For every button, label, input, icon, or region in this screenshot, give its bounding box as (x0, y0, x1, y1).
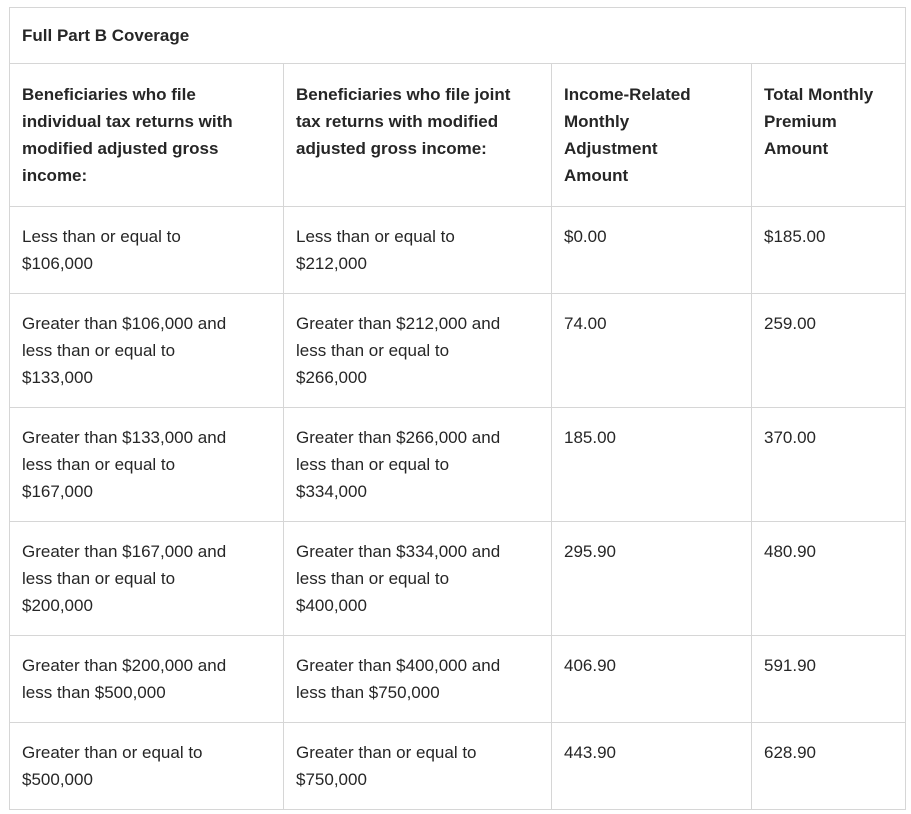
table-cell-individual-income: Greater than $106,000 and less than or e… (9, 293, 284, 408)
table-row: Greater than $133,000 and less than or e… (9, 407, 907, 522)
table-title: Full Part B Coverage (8, 7, 907, 64)
column-header-label: Income-Related Monthly Adjustment Amount (564, 85, 691, 185)
cell-text: 591.90 (764, 656, 816, 675)
table-cell-individual-income: Greater than or equal to $500,000 (9, 722, 284, 810)
cell-text: Greater than or equal to $750,000 (296, 743, 477, 789)
table-row: Greater than $106,000 and less than or e… (9, 293, 907, 408)
table-cell-individual-income: Greater than $167,000 and less than or e… (9, 521, 284, 636)
cell-text: Greater than $266,000 and less than or e… (296, 428, 501, 501)
part-b-coverage-table: Full Part B Coverage Beneficiaries who f… (8, 7, 907, 810)
table-cell-premium-amount: 591.90 (750, 635, 907, 723)
cell-text: 406.90 (564, 656, 616, 675)
table-cell-adjustment-amount: 406.90 (551, 635, 752, 723)
column-header-joint-returns: Beneficiaries who file joint tax returns… (283, 63, 552, 207)
column-header-irmaa: Income-Related Monthly Adjustment Amount (551, 63, 752, 207)
cell-text: Greater than $106,000 and less than or e… (22, 314, 227, 387)
cell-text: Greater than $133,000 and less than or e… (22, 428, 227, 501)
cell-text: $0.00 (564, 227, 607, 246)
table-cell-individual-income: Less than or equal to $106,000 (9, 206, 284, 294)
table-row: Greater than or equal to $500,000 Greate… (9, 722, 907, 810)
table-cell-joint-income: Greater than $334,000 and less than or e… (283, 521, 552, 636)
table-cell-individual-income: Greater than $133,000 and less than or e… (9, 407, 284, 522)
table-cell-joint-income: Greater than $266,000 and less than or e… (283, 407, 552, 522)
cell-text: 480.90 (764, 542, 816, 561)
table-cell-adjustment-amount: $0.00 (551, 206, 752, 294)
cell-text: 74.00 (564, 314, 607, 333)
cell-text: 295.90 (564, 542, 616, 561)
table-cell-joint-income: Greater than $212,000 and less than or e… (283, 293, 552, 408)
table-cell-premium-amount: 370.00 (750, 407, 907, 522)
table-title-row: Full Part B Coverage (8, 7, 907, 64)
cell-text: Less than or equal to $212,000 (296, 227, 455, 273)
cell-text: 443.90 (564, 743, 616, 762)
table-cell-adjustment-amount: 74.00 (551, 293, 752, 408)
cell-text: Greater than $212,000 and less than or e… (296, 314, 501, 387)
table-row: Greater than $167,000 and less than or e… (9, 521, 907, 636)
column-header-individual-returns: Beneficiaries who file individual tax re… (9, 63, 284, 207)
table-cell-adjustment-amount: 185.00 (551, 407, 752, 522)
table-row: Less than or equal to $106,000 Less than… (9, 206, 907, 294)
table-row: Greater than $200,000 and less than $500… (9, 635, 907, 723)
cell-text: 370.00 (764, 428, 816, 447)
table-cell-premium-amount: $185.00 (750, 206, 907, 294)
column-header-label: Total Monthly Premium Amount (764, 85, 874, 158)
table-cell-joint-income: Greater than $400,000 and less than $750… (283, 635, 552, 723)
cell-text: Greater than $167,000 and less than or e… (22, 542, 227, 615)
cell-text: Greater than $400,000 and less than $750… (296, 656, 501, 702)
cell-text: Less than or equal to $106,000 (22, 227, 181, 273)
cell-text: $185.00 (764, 227, 826, 246)
cell-text: Greater than $334,000 and less than or e… (296, 542, 501, 615)
table-cell-premium-amount: 480.90 (750, 521, 907, 636)
column-header-total-premium: Total Monthly Premium Amount (750, 63, 907, 207)
table-cell-joint-income: Less than or equal to $212,000 (283, 206, 552, 294)
table-cell-adjustment-amount: 295.90 (551, 521, 752, 636)
table-cell-individual-income: Greater than $200,000 and less than $500… (9, 635, 284, 723)
cell-text: 185.00 (564, 428, 616, 447)
column-header-label: Beneficiaries who file individual tax re… (22, 85, 233, 185)
cell-text: Greater than $200,000 and less than $500… (22, 656, 227, 702)
table-header-row: Beneficiaries who file individual tax re… (9, 63, 907, 207)
cell-text: 628.90 (764, 743, 816, 762)
table-cell-joint-income: Greater than or equal to $750,000 (283, 722, 552, 810)
table-cell-premium-amount: 259.00 (750, 293, 907, 408)
table-cell-adjustment-amount: 443.90 (551, 722, 752, 810)
column-header-label: Beneficiaries who file joint tax returns… (296, 85, 511, 158)
cell-text: 259.00 (764, 314, 816, 333)
cell-text: Greater than or equal to $500,000 (22, 743, 203, 789)
table-cell-premium-amount: 628.90 (750, 722, 907, 810)
